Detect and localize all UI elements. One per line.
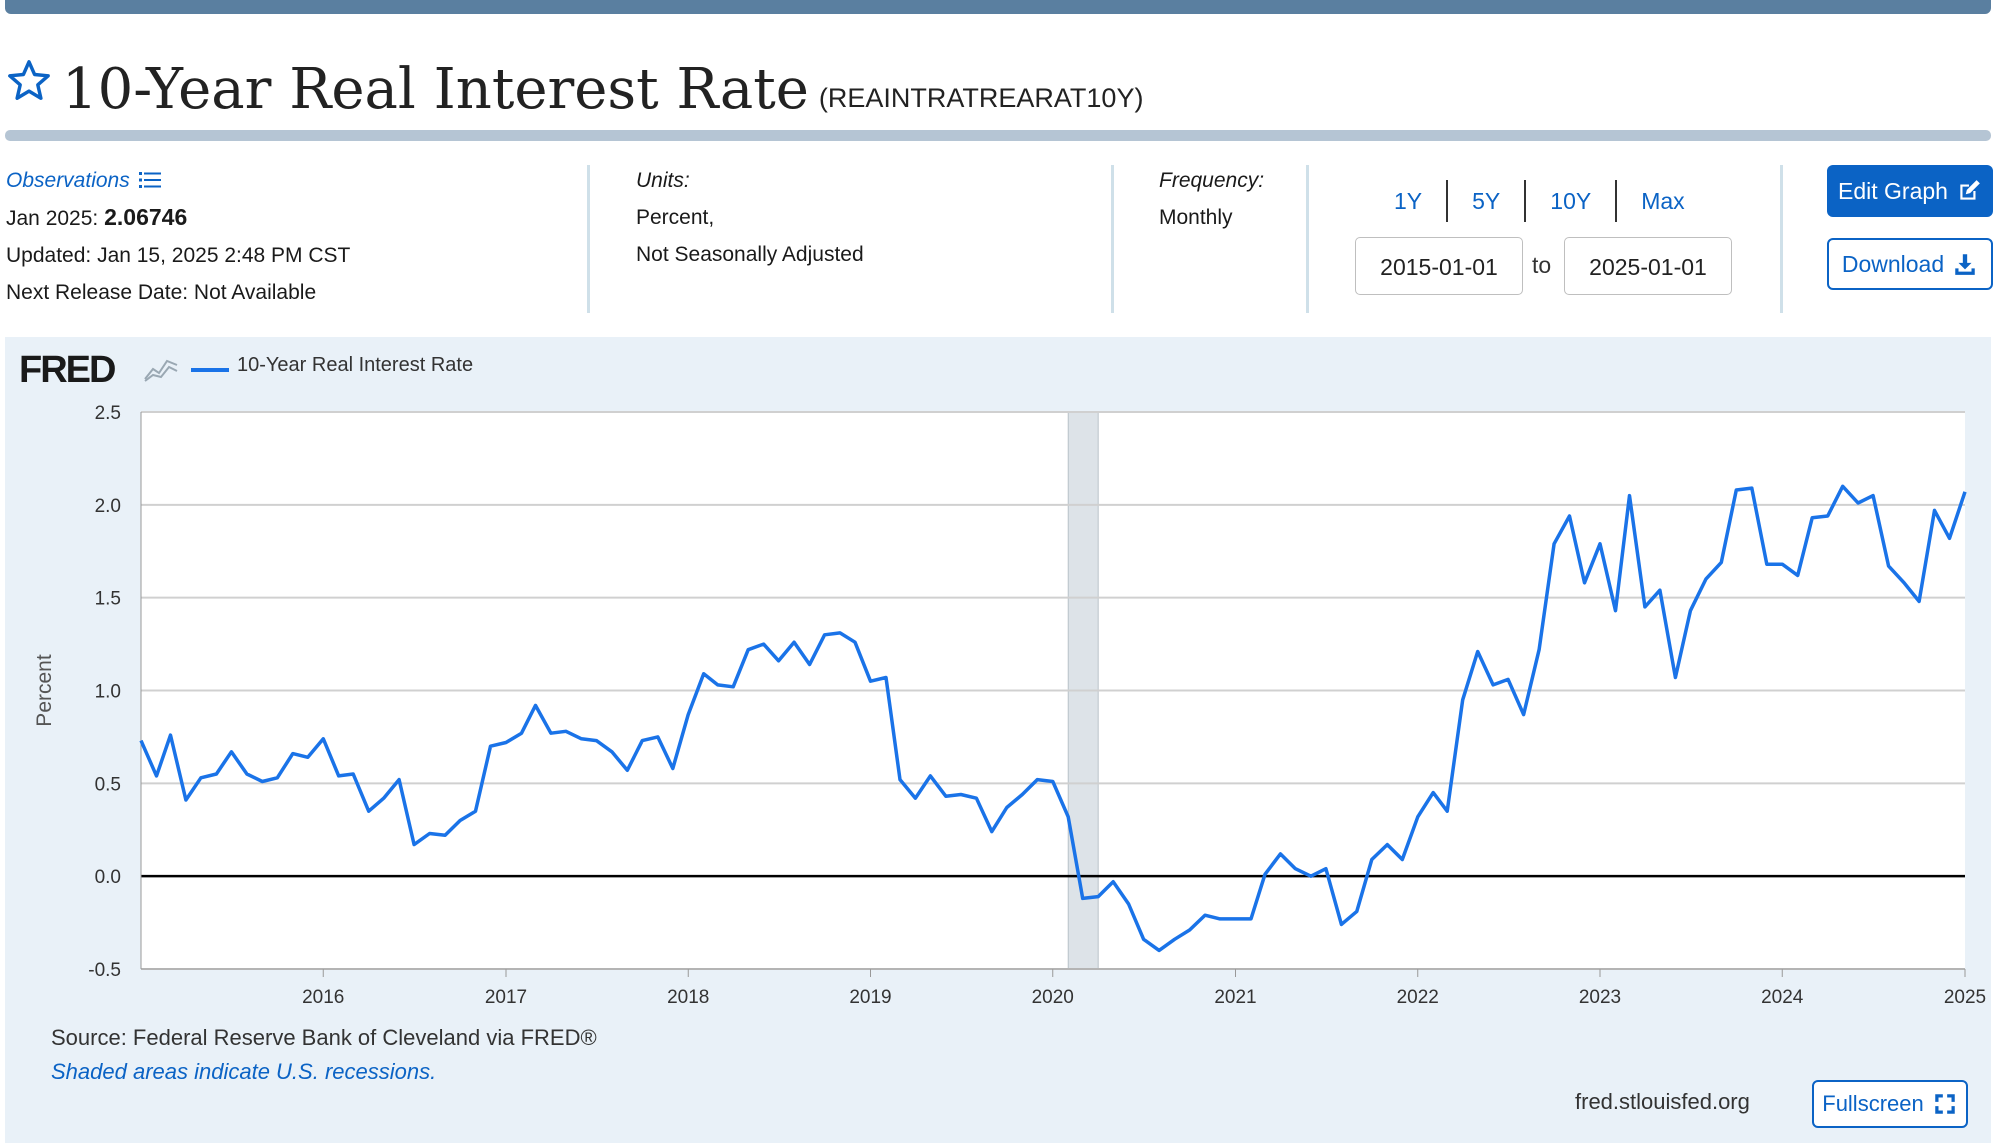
observations-link[interactable]: Observations bbox=[6, 169, 130, 192]
graph-panel: -0.5 0.0 0.5 1.0 1.5 2.0 2.5 2016 2017 2018 2019 20… bbox=[5, 337, 1991, 1143]
range-max-button[interactable]: Max bbox=[1615, 180, 1708, 222]
legend-swatch bbox=[191, 368, 229, 372]
edit-icon bbox=[1960, 180, 1980, 200]
series-line bbox=[139, 484, 1967, 953]
x-tick-label: 2021 bbox=[1214, 987, 1256, 1008]
fred-logo: FRED bbox=[19, 349, 116, 391]
y-tick-label: -0.5 bbox=[88, 960, 121, 981]
line-chart[interactable]: -0.5 0.0 0.5 1.0 1.5 2.0 2.5 2016 2017 2018 2019 20… bbox=[5, 337, 1991, 1143]
y-tick-label: 1.0 bbox=[95, 682, 121, 703]
y-tick-label: 2.5 bbox=[95, 403, 121, 424]
y-axis-label: Percent bbox=[33, 654, 56, 727]
edit-graph-button[interactable]: Edit Graph bbox=[1827, 165, 1993, 217]
top-accent-bar bbox=[5, 0, 1991, 14]
y-tick-label: 0.5 bbox=[95, 774, 121, 795]
units-line1: Percent, bbox=[636, 206, 715, 229]
list-icon[interactable] bbox=[138, 171, 161, 189]
frequency-value: Monthly bbox=[1159, 206, 1233, 229]
fullscreen-icon bbox=[1934, 1094, 1955, 1114]
y-tick-label: 2.0 bbox=[95, 496, 121, 517]
divider bbox=[1780, 165, 1783, 313]
obs-date: Jan 2025: bbox=[6, 207, 99, 230]
divider bbox=[1111, 165, 1114, 313]
y-tick-label: 0.0 bbox=[95, 867, 121, 888]
x-tick-label: 2023 bbox=[1579, 987, 1621, 1008]
end-date-input[interactable]: 2025-01-01 bbox=[1564, 237, 1732, 295]
x-tick-label: 2016 bbox=[302, 987, 344, 1008]
range-5y-button[interactable]: 5Y bbox=[1446, 180, 1524, 222]
divider bbox=[1306, 165, 1309, 313]
download-button[interactable]: Download bbox=[1827, 238, 1993, 290]
fullscreen-label: Fullscreen bbox=[1822, 1091, 1924, 1116]
x-tick-label: 2019 bbox=[849, 987, 891, 1008]
x-tick-label: 2018 bbox=[667, 987, 709, 1008]
frequency-block: Frequency: Monthly bbox=[1159, 162, 1264, 236]
recession-note-link[interactable]: Shaded areas indicate U.S. recessions. bbox=[51, 1059, 437, 1084]
units-line2: Not Seasonally Adjusted bbox=[636, 243, 864, 266]
separator-bar bbox=[5, 130, 1991, 141]
observations-block: Observations Jan 2025: 2.06746 Updated: … bbox=[6, 162, 350, 311]
start-date-input[interactable]: 2015-01-01 bbox=[1355, 237, 1523, 295]
units-label: Units: bbox=[636, 169, 690, 192]
star-icon[interactable] bbox=[6, 58, 52, 104]
obs-value: 2.06746 bbox=[104, 204, 188, 230]
updated-text: Updated: Jan 15, 2025 2:48 PM CST bbox=[6, 244, 351, 267]
range-buttons: 1Y 5Y 10Y Max bbox=[1370, 180, 1709, 222]
edit-graph-label: Edit Graph bbox=[1838, 177, 1948, 204]
x-tick-label: 2025 bbox=[1944, 987, 1986, 1008]
units-block: Units: Percent, Not Seasonally Adjusted bbox=[636, 162, 864, 273]
range-10y-button[interactable]: 10Y bbox=[1524, 180, 1615, 222]
x-tick-label: 2022 bbox=[1397, 987, 1439, 1008]
next-release-text: Next Release Date: Not Available bbox=[6, 281, 317, 304]
page-title: 10-Year Real Interest Rate bbox=[62, 57, 809, 122]
divider bbox=[587, 165, 590, 313]
title-row: 10-Year Real Interest Rate (REAINTRATREA… bbox=[6, 38, 1143, 118]
fred-url: fred.stlouisfed.org bbox=[1575, 1089, 1750, 1114]
source-text: Source: Federal Reserve Bank of Clevelan… bbox=[51, 1025, 597, 1050]
x-tick-label: 2020 bbox=[1032, 987, 1074, 1008]
to-label: to bbox=[1532, 252, 1552, 278]
fullscreen-button[interactable]: Fullscreen bbox=[1812, 1080, 1968, 1128]
range-1y-button[interactable]: 1Y bbox=[1394, 188, 1423, 214]
chart-icon bbox=[143, 353, 179, 383]
download-icon bbox=[1955, 254, 1975, 275]
download-label: Download bbox=[1841, 250, 1945, 277]
frequency-label: Frequency: bbox=[1159, 169, 1265, 192]
x-tick-label: 2017 bbox=[485, 987, 527, 1008]
legend-label: 10-Year Real Interest Rate bbox=[237, 354, 474, 376]
y-tick-label: 1.5 bbox=[95, 589, 121, 610]
x-tick-label: 2024 bbox=[1761, 987, 1804, 1008]
series-id: (REAINTRATREARAT10Y) bbox=[818, 83, 1144, 113]
